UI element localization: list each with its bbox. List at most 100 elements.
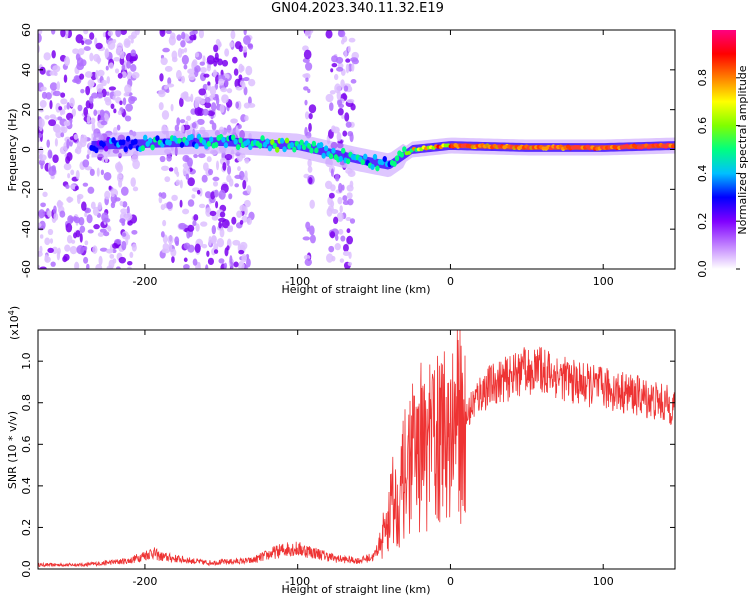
noise-speckle	[89, 168, 95, 177]
noise-speckle	[47, 247, 54, 254]
noise-speckle	[40, 162, 44, 170]
noise-speckle	[233, 261, 239, 268]
noise-speckle	[131, 243, 137, 252]
noise-speckle	[209, 119, 214, 125]
noise-speckle	[105, 248, 114, 254]
noise-speckle	[165, 30, 172, 35]
noise-speckle	[121, 232, 127, 237]
noise-speckle	[325, 30, 333, 39]
noise-speckle	[100, 169, 105, 176]
ridge-blob	[314, 147, 319, 154]
noise-speckle	[226, 88, 233, 94]
noise-speckle	[337, 196, 343, 205]
noise-speckle	[210, 102, 217, 112]
noise-speckle	[64, 56, 70, 67]
noise-speckle	[196, 189, 201, 195]
noise-speckle	[116, 42, 124, 52]
noise-speckle	[61, 109, 66, 115]
noise-speckle	[244, 115, 249, 122]
noise-speckle	[63, 74, 68, 83]
noise-speckle	[96, 167, 100, 177]
noise-speckle	[337, 107, 344, 116]
noise-speckle	[334, 243, 341, 251]
noise-speckle	[115, 49, 121, 54]
noise-speckle	[52, 90, 61, 97]
noise-speckle	[243, 86, 248, 96]
spectrogram-image	[38, 30, 675, 269]
noise-speckle	[96, 83, 104, 94]
noise-speckle	[128, 95, 136, 105]
ridge-blob	[177, 137, 182, 144]
noise-speckle	[198, 30, 205, 39]
colorbar-tick-label: 0.8	[696, 69, 709, 87]
noise-speckle	[166, 201, 173, 210]
noise-speckle	[111, 193, 115, 198]
noise-speckle	[127, 220, 133, 226]
ridge-blob	[233, 138, 238, 145]
bottom-y-axis: 0.0 0.2 0.4 0.6 0.8 1.0	[20, 352, 675, 578]
noise-speckle	[161, 165, 169, 171]
noise-speckle	[194, 52, 200, 58]
top-x-tick-label: -200	[132, 275, 157, 288]
noise-speckle	[56, 81, 61, 91]
noise-speckle	[176, 117, 181, 126]
noise-speckle	[239, 220, 244, 225]
noise-speckle	[213, 57, 220, 63]
noise-speckle	[124, 40, 131, 46]
noise-speckle	[245, 65, 253, 76]
noise-speckle	[191, 194, 196, 199]
ridge-blob	[121, 139, 126, 146]
noise-speckle	[86, 214, 93, 224]
noise-speckle	[306, 227, 310, 232]
noise-speckle	[66, 138, 70, 149]
snr-panel: -200 -100 0 100 0.0 0.2 0.4 0.6 0.8 1.0 Height o…	[6, 306, 676, 596]
ridge-blob	[394, 155, 400, 162]
noise-speckle	[246, 185, 252, 195]
noise-speckle	[226, 227, 233, 233]
noise-speckle	[90, 201, 96, 210]
noise-speckle	[49, 238, 54, 244]
noise-speckle	[216, 238, 225, 248]
noise-speckle	[108, 185, 112, 190]
ridge-blob	[140, 145, 145, 152]
ridge-blob	[382, 156, 387, 163]
ridge-blob	[206, 140, 211, 147]
noise-speckle	[303, 49, 312, 60]
noise-speckle	[57, 116, 63, 121]
noise-speckle	[210, 235, 217, 245]
noise-speckle	[124, 84, 132, 95]
noise-speckle	[187, 199, 195, 207]
noise-speckle	[191, 122, 197, 129]
noise-speckle	[328, 245, 335, 253]
noise-speckle	[48, 119, 57, 127]
noise-speckle	[53, 124, 62, 133]
noise-speckle	[97, 55, 101, 65]
noise-speckle	[307, 88, 311, 94]
noise-speckle	[336, 132, 342, 142]
noise-speckle	[98, 255, 103, 266]
noise-speckle	[46, 139, 51, 148]
noise-speckle	[70, 169, 75, 176]
noise-speckle	[107, 226, 112, 232]
noise-speckle	[338, 30, 344, 37]
noise-speckle	[217, 78, 225, 86]
noise-speckle	[112, 248, 117, 254]
noise-speckle	[38, 154, 47, 161]
noise-speckle	[217, 42, 222, 48]
noise-speckle	[126, 60, 131, 69]
ridge-blob	[331, 147, 336, 154]
noise-speckle	[81, 40, 85, 46]
noise-speckle	[243, 35, 251, 45]
bottom-x-axis: -200 -100 0 100	[132, 330, 614, 588]
noise-speckle	[189, 34, 196, 41]
noise-speckle	[93, 224, 100, 230]
noise-speckle	[224, 153, 233, 161]
noise-speckle	[114, 68, 120, 74]
noise-speckle	[183, 64, 188, 70]
noise-speckle	[49, 114, 57, 119]
noise-speckle	[176, 34, 182, 41]
noise-speckle	[38, 118, 45, 128]
noise-speckle	[65, 223, 73, 233]
ridge-blob	[128, 143, 133, 150]
noise-speckle	[95, 42, 103, 50]
